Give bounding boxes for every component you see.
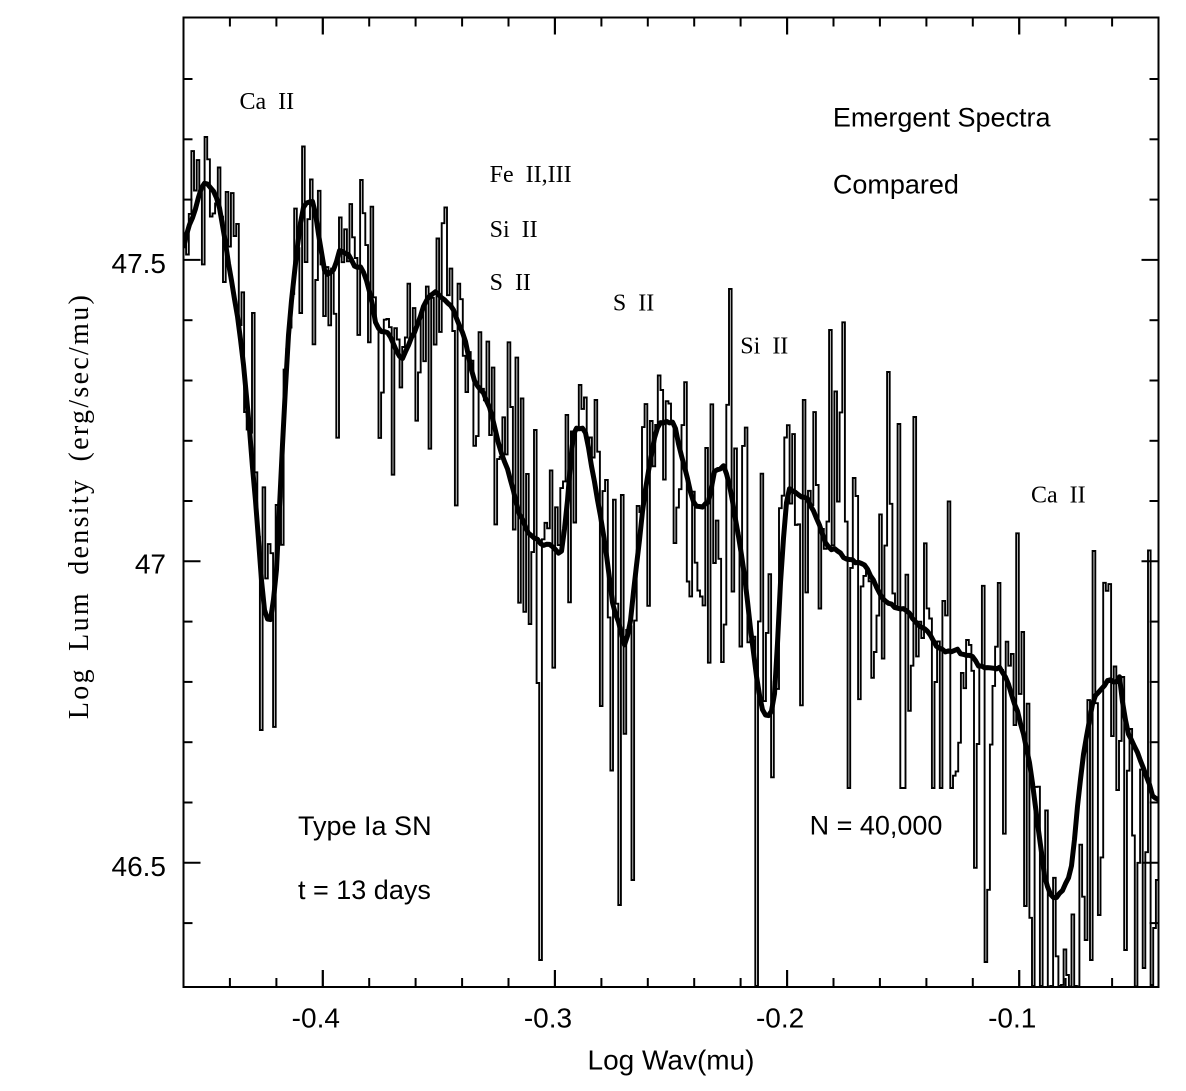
svg-text:47: 47 [135,549,166,580]
svg-text:Compared: Compared [833,170,959,200]
svg-text:-0.1: -0.1 [988,1003,1036,1034]
svg-text:-0.3: -0.3 [524,1003,572,1034]
svg-text:Log Lum density (erg/sec/mu): Log Lum density (erg/sec/mu) [64,293,95,719]
svg-text:46.5: 46.5 [112,851,167,882]
svg-text:47.5: 47.5 [112,248,167,279]
svg-text:S II: S II [490,270,531,296]
svg-text:Ca II: Ca II [1031,483,1086,509]
svg-text:-0.2: -0.2 [756,1003,804,1034]
svg-text:Log Wav(mu): Log Wav(mu) [588,1045,755,1076]
svg-text:Ca II: Ca II [240,89,295,115]
svg-text:Fe II,III: Fe II,III [490,162,572,188]
svg-text:Emergent Spectra: Emergent Spectra [833,103,1052,133]
svg-text:Si II: Si II [740,333,788,359]
svg-text:t = 13 days: t = 13 days [298,875,431,905]
svg-text:Type Ia SN: Type Ia SN [298,811,432,841]
svg-text:-0.4: -0.4 [292,1003,340,1034]
svg-text:S II: S II [613,291,654,317]
svg-text:N = 40,000: N = 40,000 [810,811,943,841]
svg-text:Si II: Si II [490,217,538,243]
